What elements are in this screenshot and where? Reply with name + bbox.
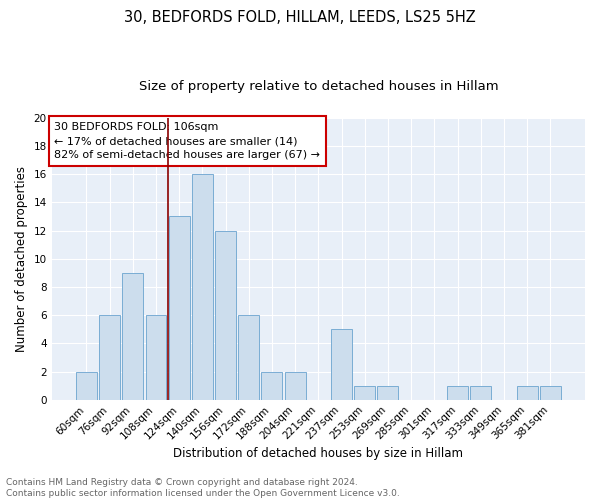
Bar — [447, 386, 468, 400]
Bar — [540, 386, 561, 400]
X-axis label: Distribution of detached houses by size in Hillam: Distribution of detached houses by size … — [173, 447, 463, 460]
Bar — [99, 315, 120, 400]
Text: 30, BEDFORDS FOLD, HILLAM, LEEDS, LS25 5HZ: 30, BEDFORDS FOLD, HILLAM, LEEDS, LS25 5… — [124, 10, 476, 25]
Bar — [215, 230, 236, 400]
Bar — [146, 315, 166, 400]
Bar — [470, 386, 491, 400]
Text: 30 BEDFORDS FOLD: 106sqm
← 17% of detached houses are smaller (14)
82% of semi-d: 30 BEDFORDS FOLD: 106sqm ← 17% of detach… — [55, 122, 320, 160]
Bar — [122, 273, 143, 400]
Bar — [169, 216, 190, 400]
Bar — [76, 372, 97, 400]
Bar — [354, 386, 375, 400]
Y-axis label: Number of detached properties: Number of detached properties — [15, 166, 28, 352]
Bar — [331, 329, 352, 400]
Bar — [238, 315, 259, 400]
Bar — [262, 372, 283, 400]
Bar — [192, 174, 213, 400]
Title: Size of property relative to detached houses in Hillam: Size of property relative to detached ho… — [139, 80, 498, 93]
Bar — [284, 372, 305, 400]
Bar — [517, 386, 538, 400]
Bar — [377, 386, 398, 400]
Text: Contains HM Land Registry data © Crown copyright and database right 2024.
Contai: Contains HM Land Registry data © Crown c… — [6, 478, 400, 498]
